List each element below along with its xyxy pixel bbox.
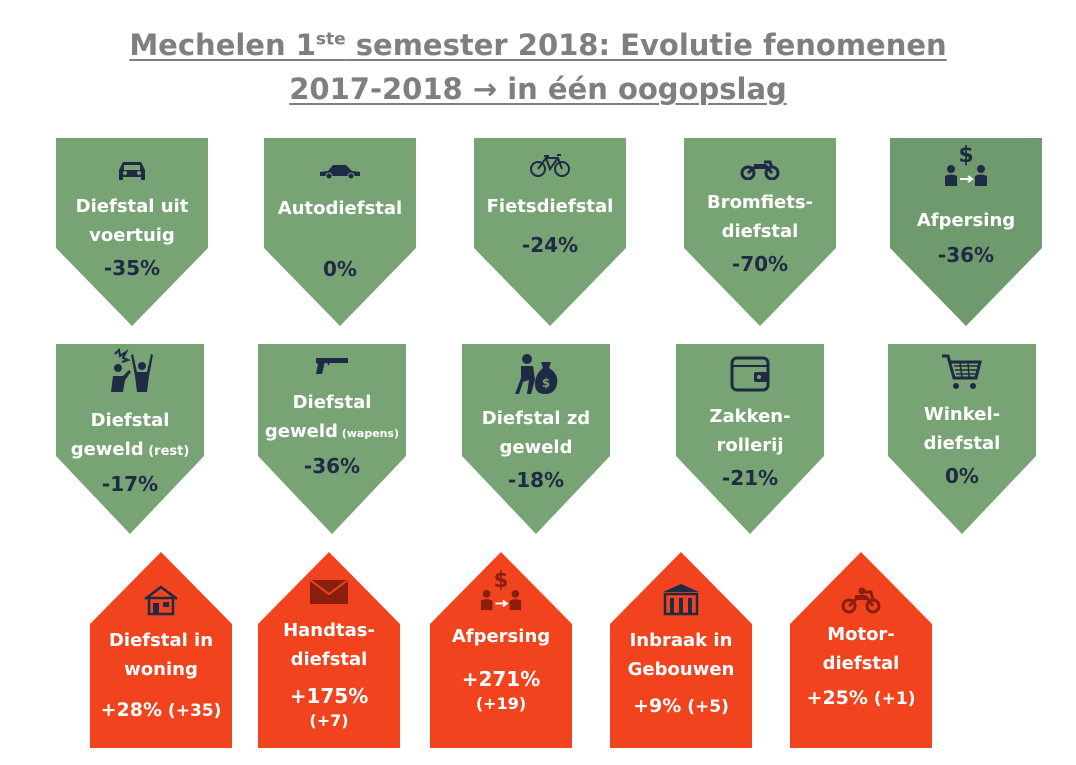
card-diefstal-geweld-rest: Diefstal geweld (rest) -17% [56,344,204,534]
envelope-icon [309,579,349,604]
shopping-cart-icon [942,354,982,389]
card-value: -35% [103,256,161,280]
building-icon [663,584,699,616]
card-label: Afpersing [916,210,1016,231]
card-label: Bromfiets- [706,192,814,213]
card-value: -36% [303,454,361,478]
robber-moneybag-icon: $ [515,354,558,394]
card-fietsdiefstal: Fietsdiefstal -24% [474,138,626,326]
card-inbraak-in-gebouwen: Inbraak in Gebouwen +9% (+5) [610,552,752,748]
card-label: Winkel- [923,404,1001,425]
card-value: -24% [521,233,579,257]
wallet-icon [730,356,770,392]
card-value: -36% [937,243,995,267]
car-icon [119,162,145,180]
card-value: -70% [731,252,789,276]
extortion-icon: $ [945,143,987,186]
card-winkeldiefstal: Winkel- diefstal 0% [888,344,1036,534]
extortion-icon: $ [480,568,522,611]
card-label-line2: geweld (rest) [70,439,190,460]
card-value: +175% [289,684,369,708]
card-value: -17% [101,472,159,496]
card-afpersing-red: $ Afpersing +271% (+19) [430,552,572,748]
card-value: 0% [323,257,357,281]
card-label: diefstal [721,221,799,242]
card-label: Handtas- [283,620,375,641]
card-label: Inbraak in [629,630,733,651]
card-value: +28% (+35) [100,699,222,721]
house-icon [144,585,178,616]
card-label: Diefstal zd [481,408,591,429]
car-side-icon [320,165,360,180]
card-label: Diefstal in [108,630,214,651]
card-label: diefstal [923,433,1001,454]
card-label: diefstal [822,653,900,674]
page-title-line1: Mechelen 1ste semester 2018: Evolutie fe… [129,28,947,62]
card-label: Diefstal [292,392,372,413]
card-handtasdiefstal: Handtas- diefstal +175% (+7) [258,552,400,748]
page-title-line2: 2017-2018 → in één oogopslag [289,72,787,106]
card-label: Diefstal uit [75,196,189,217]
motorbike-icon [841,587,881,614]
card-label: Fietsdiefstal [486,196,614,217]
bicycle-icon [530,154,570,177]
motorbike-icon [740,160,780,180]
card-afpersing-green: $ Afpersing -36% [890,138,1042,326]
card-value: 0% [945,464,979,488]
card-label: geweld [499,437,573,458]
card-label: Afpersing [451,626,551,647]
card-value: -21% [721,466,779,490]
card-diefstal-zd-geweld: $ Diefstal zd geweld -18% [462,344,610,534]
card-label: woning [124,659,198,680]
card-label-line2: geweld (wapens) [264,421,400,442]
card-value: +25% (+1) [806,687,916,709]
card-diefstal-geweld-wapens: Diefstal geweld (wapens) -36% [258,344,406,534]
assault-icon [111,348,153,392]
card-motordiefstal: Motor- diefstal +25% (+1) [790,552,932,748]
card-label: Zakken- [709,406,791,427]
svg-text:$: $ [494,568,509,592]
card-label: Diefstal [90,410,170,431]
card-label: rollerij [716,435,784,456]
card-value-extra: (+19) [475,694,527,713]
svg-text:$: $ [542,376,550,390]
card-value: -18% [507,468,565,492]
card-label: diefstal [290,649,368,670]
card-label: Autodiefstal [277,198,403,219]
card-diefstal-in-woning: Diefstal in woning +28% (+35) [90,552,232,748]
card-bromfietsdiefstal: Bromfiets- diefstal -70% [684,138,836,326]
svg-text:$: $ [958,143,973,168]
card-label: voertuig [89,225,175,246]
card-zakkenrollerij: Zakken- rollerij -21% [676,344,824,534]
card-autodiefstal: Autodiefstal 0% [264,138,416,326]
card-value: +9% (+5) [633,695,729,717]
gun-icon [316,358,348,374]
card-value-extra: (+7) [309,711,349,730]
card-value: +271% [461,667,541,691]
card-diefstal-uit-voertuig: Diefstal uit voertuig -35% [56,138,208,326]
card-label: Gebouwen [627,659,735,680]
card-label: Motor- [827,624,895,645]
